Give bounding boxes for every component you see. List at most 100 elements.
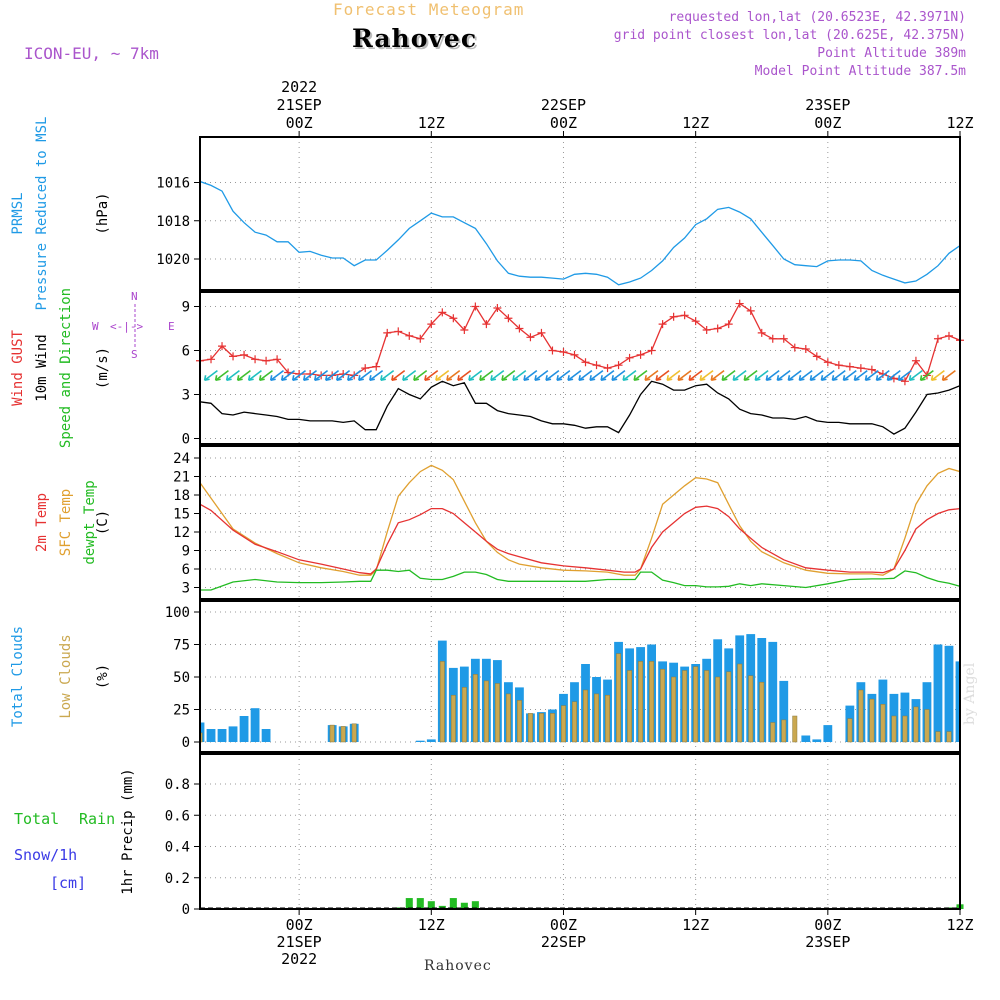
y-axis-label: (%) — [95, 664, 111, 689]
low-cloud-bar — [748, 675, 754, 743]
compass-s: S — [131, 348, 138, 361]
gust-marker — [724, 320, 733, 329]
y-axis-label: 1hr Precip (mm) — [120, 768, 136, 894]
wind-direction-arrow — [314, 369, 329, 381]
wind-direction-arrow — [589, 369, 604, 381]
wind-arrow-head — [820, 375, 827, 382]
rain-bar — [405, 898, 413, 909]
wind-arrow-head — [291, 375, 298, 382]
wind-direction-arrow — [853, 369, 868, 381]
low-cloud-bar — [858, 689, 864, 743]
wind-direction-arrow — [909, 369, 923, 381]
y-tick-label: 6 — [182, 344, 190, 360]
wind-direction-arrow — [567, 369, 582, 381]
wind-arrow-head — [600, 375, 607, 382]
gust-marker — [845, 362, 854, 371]
wind-arrow-head — [853, 375, 860, 382]
wind-arrow-head — [435, 375, 442, 382]
gust-marker — [372, 362, 381, 371]
wind-arrow-head — [402, 375, 409, 382]
wind-arrow-head — [787, 375, 794, 382]
x-tick-label-top: 00Z — [286, 114, 313, 132]
wind-arrow-head — [798, 375, 805, 382]
low-cloud-bar — [880, 704, 886, 743]
wind-arrow-head — [842, 375, 849, 382]
panel-frames — [199, 136, 961, 910]
compass-e: E — [168, 320, 175, 333]
y-tick-label: 100 — [165, 605, 190, 621]
y-tick-label: 1020 — [156, 252, 190, 268]
wind-direction-arrow — [611, 369, 626, 381]
low-cloud-bar — [583, 689, 588, 743]
y-tick-label: 3 — [182, 581, 190, 597]
y-tick-label: 24 — [173, 451, 190, 467]
total-cloud-bar — [415, 740, 425, 742]
wind-arrow-head — [302, 375, 309, 382]
low-cloud-bar — [935, 731, 941, 743]
gust-marker — [537, 328, 546, 337]
point-altitude: Point Altitude 389m — [817, 46, 966, 61]
wind-arrow-head — [930, 375, 937, 382]
wind-arrow-head — [501, 375, 508, 382]
y-tick-label: 1018 — [156, 214, 190, 230]
y-tick-label: 21 — [173, 470, 190, 486]
total-cloud-bar — [933, 644, 943, 742]
low-cloud-bar — [516, 700, 522, 743]
gust-marker — [427, 320, 436, 329]
x-tick-label-bottom: 00Z — [550, 916, 577, 934]
gust-marker — [526, 333, 535, 342]
wind-arrow-head — [743, 375, 750, 382]
precip-label-snow: Snow/1h — [14, 846, 77, 864]
wind-direction-arrow — [501, 369, 516, 381]
gust-marker — [625, 353, 634, 362]
wind-arrow-head — [424, 375, 431, 382]
wind-direction-arrow — [259, 369, 273, 381]
rain-bar — [449, 898, 457, 909]
y-tick-label: 1016 — [156, 176, 190, 192]
low-cloud-bar — [726, 671, 732, 743]
bar-marks — [200, 634, 964, 909]
gust-marker — [933, 334, 942, 343]
panel-frame-wind — [199, 291, 961, 445]
total-cloud-bar — [768, 641, 778, 742]
chart-subtitle: Forecast Meteogram — [333, 0, 525, 19]
low-cloud-bar — [550, 713, 555, 743]
wind-arrow-head — [710, 375, 717, 382]
wind-direction-arrow — [237, 369, 251, 381]
low-cloud-bar — [902, 715, 908, 743]
wind-direction-arrow — [898, 369, 912, 381]
y-axis-label: (hPa) — [95, 192, 111, 234]
gust-marker — [548, 346, 557, 355]
total-cloud-bar — [228, 726, 238, 742]
wind-arrow-head — [886, 375, 893, 382]
wind-direction-arrow — [468, 369, 483, 381]
wind-direction-arrow — [787, 369, 802, 381]
y-tick-label: 15 — [173, 507, 190, 523]
y-tick-label: 0.8 — [165, 777, 190, 793]
low-cloud-bar — [792, 715, 798, 743]
y-tick-label: 25 — [173, 703, 190, 719]
wind-direction-arrow — [446, 369, 461, 381]
y-tick-label: 0.6 — [165, 808, 190, 824]
gust-marker — [790, 343, 799, 352]
y-tick-label: 9 — [182, 300, 190, 316]
total-cloud-bar — [823, 725, 833, 742]
low-cloud-bar — [737, 663, 743, 743]
gust-marker — [834, 361, 843, 370]
wind-arrow-head — [479, 375, 486, 382]
gust-marker — [856, 364, 865, 373]
gust-marker — [581, 358, 590, 367]
gust-marker — [691, 317, 700, 326]
wind-arrow-head — [666, 375, 673, 382]
wind-arrow-head — [347, 375, 353, 382]
wind-arrow-head — [567, 375, 574, 382]
wind-arrow-head — [258, 375, 265, 382]
x-tick-label-top: 22SEP — [541, 96, 586, 114]
gust-marker — [768, 334, 777, 343]
wind-direction-arrow — [798, 369, 813, 381]
wind-arrow-head — [336, 375, 342, 382]
x-tick-label-bottom: 22SEP — [541, 933, 586, 951]
low-cloud-bar — [505, 693, 511, 743]
low-cloud-bar — [483, 680, 489, 743]
